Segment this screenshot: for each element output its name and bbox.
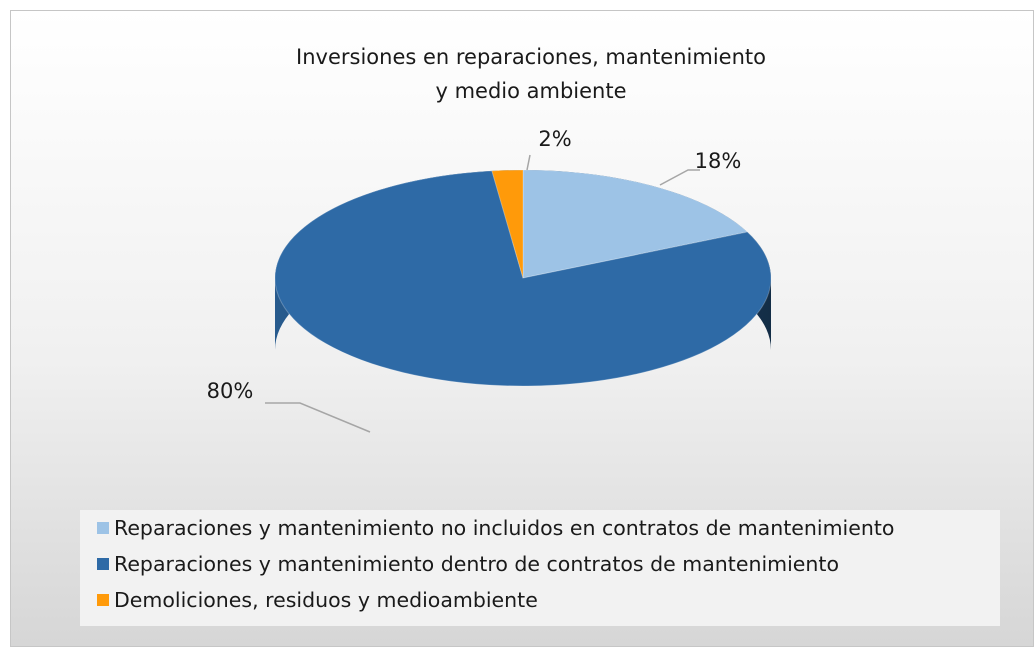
legend-label: Demoliciones, residuos y medioambiente: [114, 588, 538, 612]
data-label: 80%: [207, 379, 254, 403]
legend-box: [80, 510, 1000, 626]
chart-title: Inversiones en reparaciones, mantenimien…: [296, 45, 766, 69]
leader-line: [659, 169, 700, 186]
legend-swatch: [97, 522, 109, 534]
pie-slice: [274, 170, 772, 387]
data-label: 18%: [695, 149, 742, 173]
data-label: 2%: [538, 127, 571, 151]
legend-label: Reparaciones y mantenimiento dentro de c…: [114, 552, 839, 576]
legend-swatch: [97, 558, 109, 570]
legend-label: Reparaciones y mantenimiento no incluido…: [114, 516, 894, 540]
legend-swatch: [97, 594, 109, 606]
leader-line: [526, 154, 531, 171]
pie-slice: [491, 169, 524, 279]
pie-slice: [522, 169, 749, 279]
leader-line: [265, 402, 371, 433]
chart-title: y medio ambiente: [435, 79, 626, 103]
